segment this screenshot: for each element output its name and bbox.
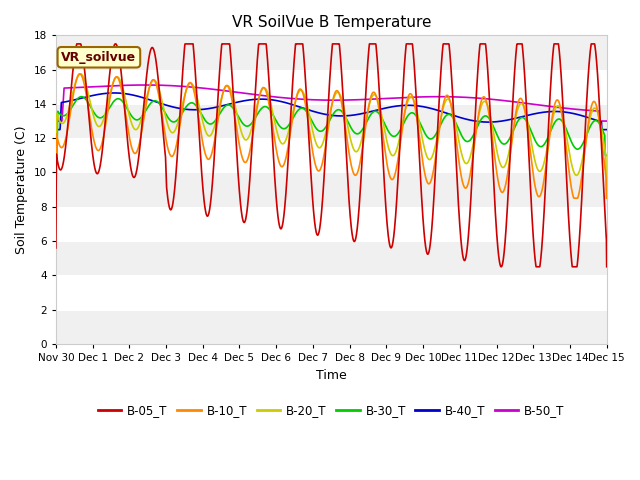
Bar <box>56 138 607 172</box>
X-axis label: Time: Time <box>316 369 347 382</box>
Bar <box>56 70 607 104</box>
Bar <box>56 310 607 344</box>
Y-axis label: Soil Temperature (C): Soil Temperature (C) <box>15 125 28 254</box>
Bar <box>56 36 607 70</box>
Bar <box>56 172 607 207</box>
Title: VR SoilVue B Temperature: VR SoilVue B Temperature <box>232 15 431 30</box>
Bar <box>56 241 607 276</box>
Bar <box>56 276 607 310</box>
Text: VR_soilvue: VR_soilvue <box>61 51 136 64</box>
Bar <box>56 207 607 241</box>
Legend: B-05_T, B-10_T, B-20_T, B-30_T, B-40_T, B-50_T: B-05_T, B-10_T, B-20_T, B-30_T, B-40_T, … <box>93 399 570 421</box>
Bar <box>56 104 607 138</box>
